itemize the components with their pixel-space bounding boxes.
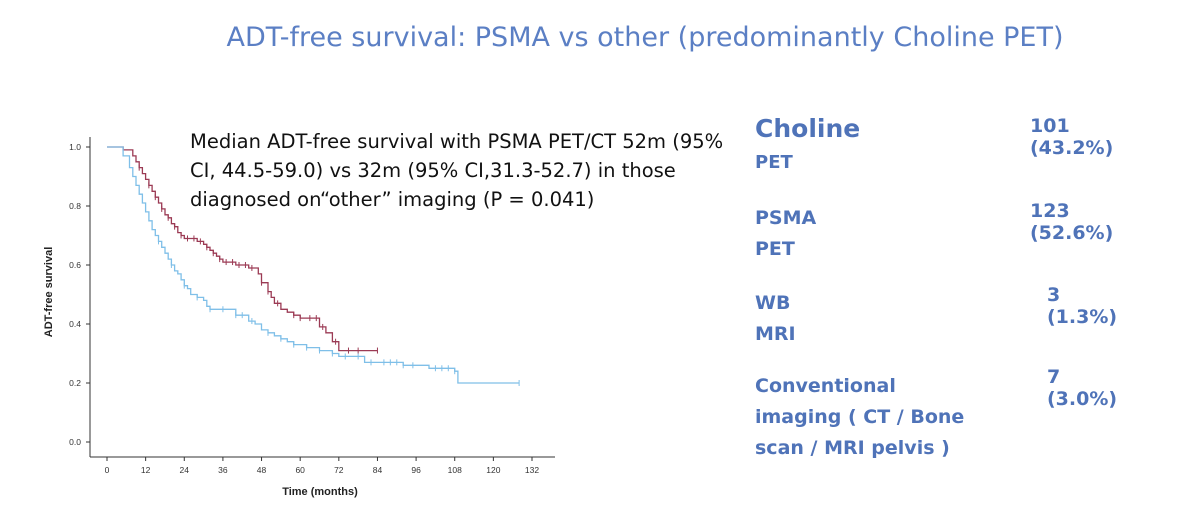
y-tick-label: 0.2 [69,378,81,388]
x-tick-label: 24 [180,465,190,475]
x-tick-label: 48 [257,465,267,475]
x-tick-label: 120 [486,465,500,475]
stat-value-conventional: 7 (3.0%) [1047,366,1118,410]
km-chart: 0.0 0.2 0.4 0.6 0.8 1.0 0 12 24 36 48 60 72 84 96 108 12… [43,137,555,498]
x-tick-label: 84 [373,465,383,475]
x-axis-label: Time (months) [282,486,358,498]
x-tick-label: 60 [295,465,305,475]
y-tick-label: 1.0 [69,142,81,152]
stat-label-conventional: Conventional imaging ( CT / Bone scan / … [755,375,965,459]
x-tick-label: 108 [448,465,462,475]
y-tick-label: 0.0 [69,437,81,447]
y-tick-label: 0.6 [69,260,81,270]
stat-value-psma: 123 (52.6%) [1030,200,1114,244]
y-tick-label: 0.4 [69,319,81,329]
x-tick-label: 36 [218,465,228,475]
x-tick-label: 132 [525,465,539,475]
y-tick-label: 0.8 [69,201,81,211]
x-tick-label: 72 [334,465,344,475]
median-survival-annotation: Median ADT-free survival with PSMA PET/C… [190,130,724,211]
stat-label-wb-mri: WB MRI [755,292,796,345]
y-axis-label: ADT-free survival [43,247,55,337]
stat-value-wb-mri: 3 (1.3%) [1047,284,1118,328]
x-tick-label: 0 [105,465,110,475]
x-tick-label: 12 [141,465,151,475]
stat-label-psma: PSMA PET [755,207,817,260]
x-tick-label: 96 [411,465,421,475]
slide-title: ADT-free survival: PSMA vs other (predom… [226,22,1064,53]
stat-value-choline: 101 (43.2%) [1030,115,1114,159]
chart-axes: 0.0 0.2 0.4 0.6 0.8 1.0 0 12 24 36 48 60 72 84 96 108 12… [69,137,555,475]
stat-label-choline: Choline PET [755,114,861,173]
chart-series [107,146,520,386]
